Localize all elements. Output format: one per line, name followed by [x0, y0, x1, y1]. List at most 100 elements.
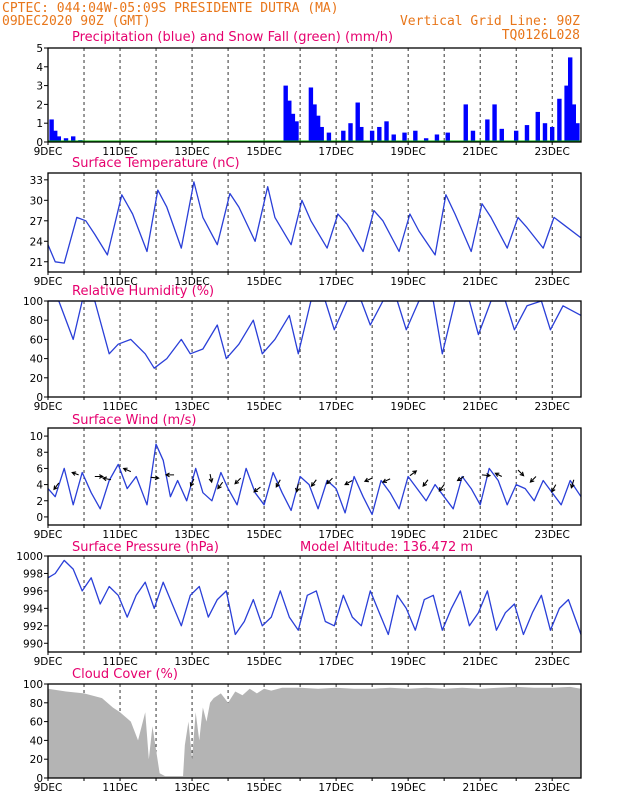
- temperature-xtick-label: 21DEC: [462, 276, 497, 288]
- precip-bar: [434, 134, 440, 142]
- precip-ytick-label: 2: [36, 99, 43, 111]
- panel-cloud: Cloud Cover (%) 0 20 40 60 80 100 9DEC 11DEC 13DE…: [23, 667, 582, 794]
- wind-title: Surface Wind (m/s): [72, 413, 196, 428]
- wind-arrow: [101, 476, 112, 482]
- humidity-ytick-label: 60: [30, 334, 43, 346]
- humidity-xtick-label: 9DEC: [34, 401, 63, 413]
- humidity-title: Relative Humidity (%): [72, 284, 214, 299]
- wind-arrow: [363, 477, 373, 483]
- precip-bar: [283, 85, 288, 142]
- precip-bar: [423, 138, 429, 142]
- precip-bar: [49, 119, 54, 142]
- humidity-ytick-label: 80: [30, 315, 43, 327]
- temperature-xtick-label: 23DEC: [534, 276, 569, 288]
- header-code: TQ0126L028: [502, 28, 580, 43]
- precip-title: Precipitation (blue) and Snow Fall (gree…: [72, 30, 393, 45]
- precip-bar: [567, 57, 573, 142]
- precip-bar: [402, 132, 407, 142]
- pressure-frame: [47, 555, 582, 653]
- cloud-xtick-label: 19DEC: [390, 782, 425, 794]
- humidity-ytick-label: 0: [36, 392, 43, 404]
- precip-ytick-label: 4: [36, 62, 43, 74]
- cloud-xtick-label: 15DEC: [246, 782, 281, 794]
- humidity-xtick-label: 15DEC: [246, 401, 281, 413]
- cloud-xtick-label: 21DEC: [462, 782, 497, 794]
- wind-ytick-label: 4: [36, 480, 43, 492]
- pressure-xtick-label: 13DEC: [174, 656, 209, 668]
- cloud-ytick-label: 100: [23, 679, 43, 691]
- cloud-ytick-label: 0: [36, 773, 43, 785]
- pressure-xtick-label: 9DEC: [34, 656, 63, 668]
- precip-xtick-label: 19DEC: [390, 146, 425, 158]
- pressure-ytick-label: 990: [23, 638, 43, 650]
- wind-arrow: [481, 472, 492, 478]
- cloud-xtick-label: 23DEC: [534, 782, 569, 794]
- humidity-xtick-label: 19DEC: [390, 401, 425, 413]
- wind-arrow: [456, 476, 465, 482]
- temperature-title: Surface Temperature (nC): [72, 156, 240, 171]
- precip-bar: [369, 130, 375, 142]
- precip-bar: [575, 123, 580, 142]
- cloud-xtick-label: 9DEC: [34, 782, 63, 794]
- precip-bar: [557, 98, 562, 142]
- wind-arrow: [234, 477, 242, 485]
- humidity-ytick-label: 100: [23, 296, 43, 308]
- wind-arrow: [409, 470, 418, 477]
- precip-bar: [513, 130, 519, 142]
- wind-xtick-label: 21DEC: [462, 529, 497, 541]
- header-station: CPTEC: 044:04W-05:09S PRESIDENTE DUTRA (…: [2, 1, 339, 16]
- pressure-ytick-label: 996: [23, 586, 43, 598]
- wind-line: [47, 443, 582, 516]
- humidity-xtick-label: 17DEC: [318, 401, 353, 413]
- humidity-line: [48, 300, 582, 369]
- wind-ytick-label: 0: [36, 512, 43, 524]
- pressure-subtitle: Model Altitude: 136.472 m: [300, 540, 473, 555]
- wind-arrow: [53, 482, 60, 491]
- precip-bar: [71, 136, 76, 142]
- wind-arrow: [150, 475, 160, 481]
- pressure-xtick-label: 19DEC: [390, 656, 425, 668]
- wind-arrow: [517, 469, 525, 477]
- wind-xtick-label: 11DEC: [102, 529, 137, 541]
- precip-bar: [359, 126, 364, 142]
- precip-bar: [499, 128, 504, 142]
- precip-bar: [524, 125, 530, 142]
- precip-bar: [445, 132, 450, 142]
- wind-arrow: [71, 471, 79, 476]
- precip-bar: [470, 130, 476, 142]
- humidity-ytick-label: 20: [30, 373, 43, 385]
- wind-xtick-label: 9DEC: [34, 529, 63, 541]
- wind-arrow: [208, 473, 214, 484]
- pressure-ytick-label: 994: [23, 603, 43, 615]
- precip-bar: [463, 104, 468, 142]
- temperature-ytick-label: 27: [30, 216, 43, 228]
- humidity-frame: [47, 300, 582, 398]
- wind-xtick-label: 15DEC: [246, 529, 281, 541]
- temperature-xtick-label: 17DEC: [318, 276, 353, 288]
- wind-arrow: [494, 472, 503, 477]
- pressure-xtick-label: 11DEC: [102, 656, 137, 668]
- wind-arrow: [344, 480, 353, 486]
- precip-ytick-label: 1: [36, 118, 43, 130]
- wind-arrow: [326, 477, 333, 485]
- pressure-title: Surface Pressure (hPa): [72, 540, 219, 555]
- precip-bar: [290, 113, 296, 142]
- wind-arrow: [164, 472, 175, 478]
- wind-arrow: [253, 486, 261, 493]
- cloud-ytick-label: 20: [30, 754, 43, 766]
- precip-bar: [341, 130, 346, 142]
- precip-bar: [56, 136, 62, 142]
- humidity-xtick-label: 13DEC: [174, 401, 209, 413]
- precip-ytick-label: 3: [36, 81, 43, 93]
- temperature-ytick-label: 30: [30, 195, 43, 207]
- wind-xtick-label: 23DEC: [534, 529, 569, 541]
- temperature-xtick-label: 19DEC: [390, 276, 425, 288]
- precip-bar: [287, 100, 292, 142]
- temperature-ytick-label: 21: [30, 257, 43, 269]
- wind-xtick-label: 13DEC: [174, 529, 209, 541]
- precip-bar: [294, 121, 299, 142]
- precip-bar: [564, 85, 569, 142]
- precip-bar: [53, 130, 58, 142]
- temperature-xtick-label: 11DEC: [102, 276, 137, 288]
